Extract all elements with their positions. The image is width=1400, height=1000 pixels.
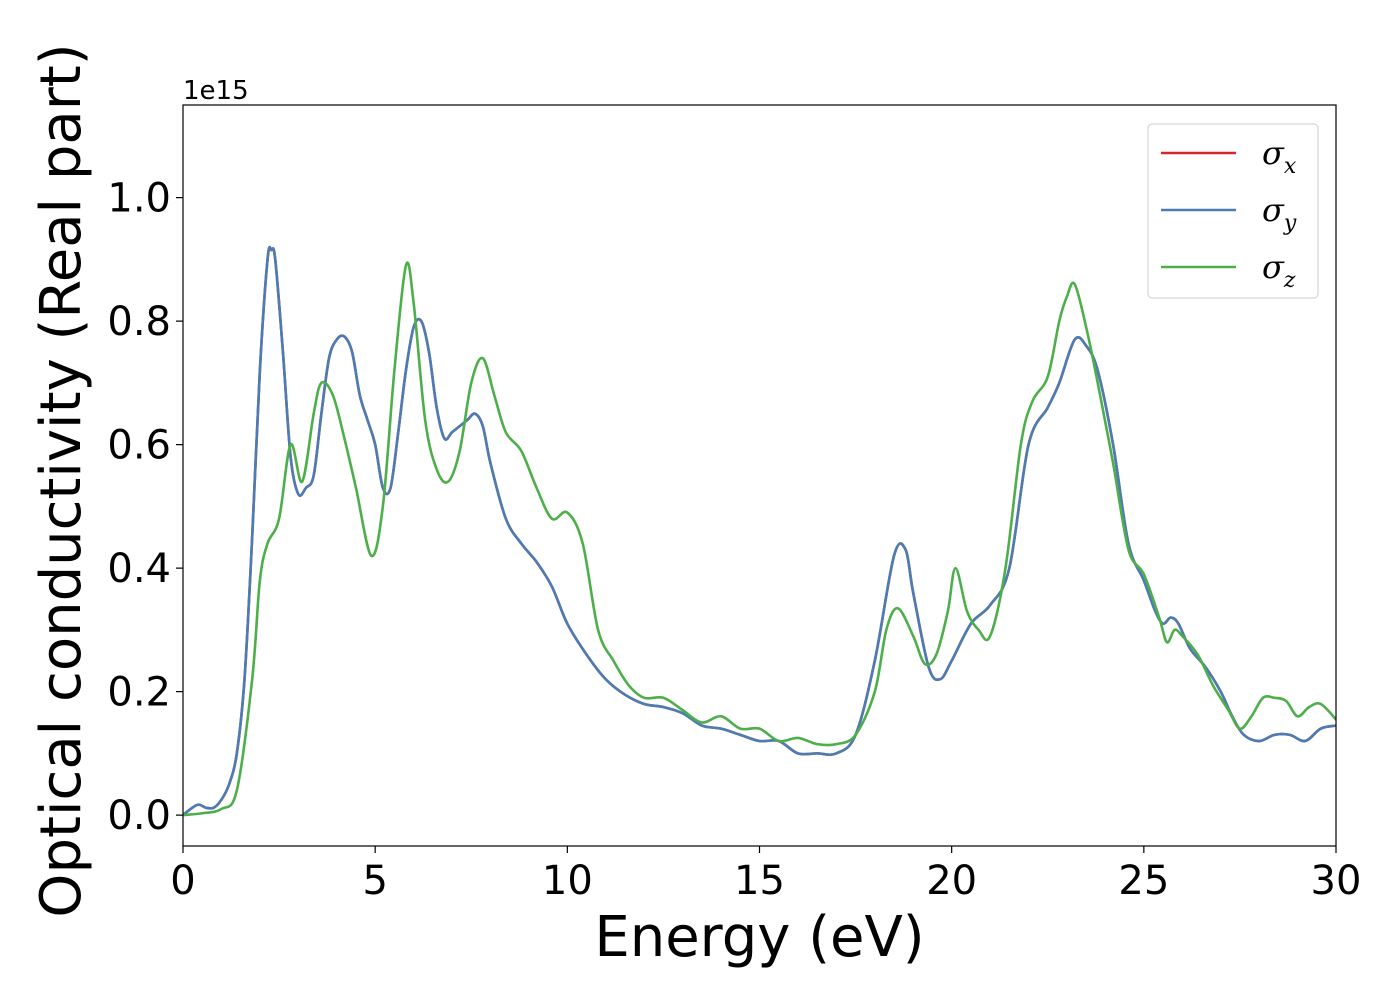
series-layer <box>183 245 1336 817</box>
x-tick-label: 0 <box>170 858 195 904</box>
legend-label: σx <box>1262 134 1297 179</box>
legend-label-subscript: y <box>1283 211 1297 236</box>
x-tick-label: 20 <box>926 858 977 904</box>
series-line-z <box>183 261 1336 817</box>
y-axis-title: Optical conductivity (Real part) <box>29 43 94 917</box>
x-tick-label: 15 <box>734 858 785 904</box>
series-line-y <box>183 245 1336 817</box>
legend-item-y: σy <box>1161 191 1297 236</box>
y-tick-label: 0.2 <box>107 670 171 716</box>
legend-item-z: σz <box>1161 248 1296 293</box>
legend-label: σy <box>1262 191 1297 236</box>
legend-label-subscript: x <box>1284 154 1297 179</box>
y-tick-label: 0.8 <box>107 299 171 345</box>
legend-item-x: σx <box>1161 134 1297 179</box>
x-axis-title: Energy (eV) <box>594 905 924 970</box>
legend-label-base: σ <box>1262 191 1285 229</box>
x-tick-label: 30 <box>1311 858 1362 904</box>
y-axis-offset-text: 1e15 <box>183 76 249 106</box>
y-axis: 0.0 0.2 0.4 0.6 0.8 1.0 <box>107 176 183 839</box>
x-tick-label: 25 <box>1118 858 1169 904</box>
y-tick-label: 0.4 <box>107 546 171 592</box>
legend-label-base: σ <box>1262 134 1285 172</box>
legend-label: σz <box>1262 248 1296 293</box>
legend-label-subscript: z <box>1283 268 1296 293</box>
x-axis: 0 5 10 15 20 25 30 <box>170 846 1361 904</box>
x-tick-label: 5 <box>362 858 387 904</box>
y-tick-label: 0.6 <box>107 423 171 469</box>
y-tick-label: 0.0 <box>107 793 171 839</box>
plot-area <box>182 104 1337 847</box>
legend-label-base: σ <box>1262 248 1285 286</box>
x-tick-label: 10 <box>542 858 593 904</box>
y-tick-label: 1.0 <box>107 176 171 222</box>
